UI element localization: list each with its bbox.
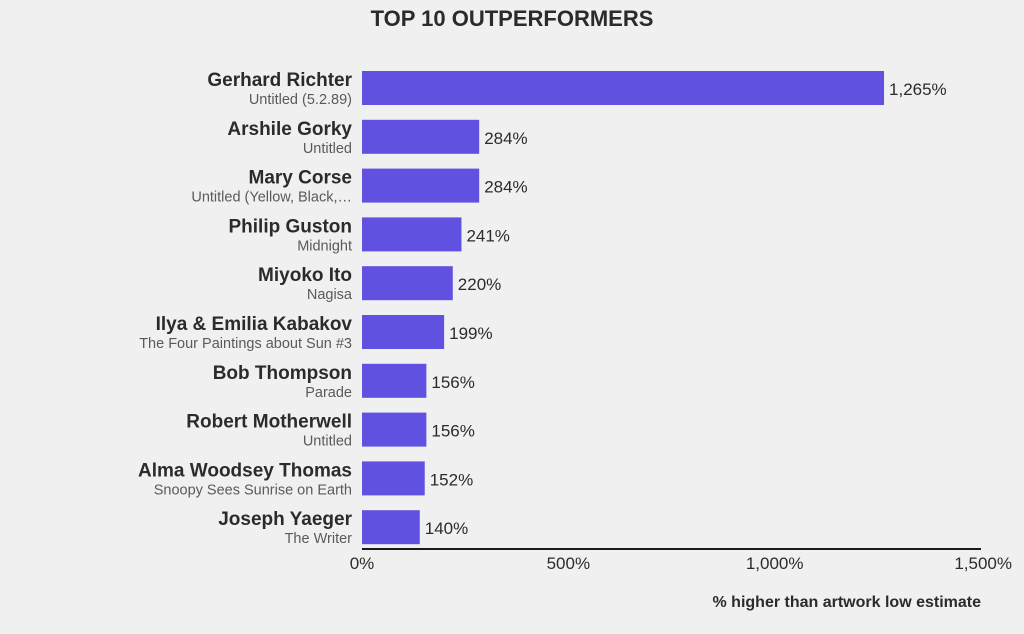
bar-artist-label: Joseph Yaeger [218,509,352,530]
bar-artist-label: Alma Woodsey Thomas [138,460,352,481]
bar [362,168,480,203]
bar-artist-label: Miyoko Ito [258,265,352,286]
bar-value-label: 284% [484,178,527,197]
x-tick-label: 1,000% [746,554,804,573]
bar [362,363,427,398]
bar-value-label: 199% [449,324,492,343]
bar [362,217,462,252]
x-axis-ticks: 0% 500% 1,000% 1,500% [350,554,1012,573]
bar-artist-label: Philip Guston [229,216,353,237]
bar-value-label: 220% [458,275,501,294]
bar [362,461,425,496]
bar-artwork-label: The Writer [285,531,353,547]
bar [362,510,420,545]
bar-artwork-label: Parade [305,385,352,401]
bar-artist-label: Ilya & Emilia Kabakov [156,314,353,335]
bar [362,119,480,154]
bar [362,412,427,447]
x-tick-label: 1,500% [954,554,1012,573]
bar-artist-label: Mary Corse [249,168,353,189]
bar-artwork-label: Untitled (5.2.89) [249,92,352,108]
bar-value-label: 241% [466,226,509,245]
x-tick-label: 0% [350,554,375,573]
bar-artwork-label: Midnight [297,238,352,254]
bar [362,266,453,301]
bar-value-label: 140% [425,519,468,538]
bar-artist-label: Robert Motherwell [186,412,352,433]
bar-value-label: 152% [430,470,473,489]
bar-artwork-label: Untitled [303,434,352,450]
bar-artwork-label: The Four Paintings about Sun #3 [139,336,352,352]
bar-artwork-label: Snoopy Sees Sunrise on Earth [154,482,352,498]
bar-value-label: 156% [431,373,474,392]
chart-title: TOP 10 OUTPERFORMERS [371,6,654,31]
bar [362,71,885,105]
bar-artwork-label: Untitled [303,141,352,157]
bar-artist-label: Gerhard Richter [207,70,352,91]
bar-artwork-label: Nagisa [307,287,353,303]
bar-value-label: 1,265% [889,80,947,99]
x-tick-label: 500% [547,554,590,573]
bar-value-label: 284% [484,129,527,148]
bar-value-label: 156% [431,422,474,441]
bar-artist-label: Bob Thompson [213,363,352,384]
bar-artwork-label: Untitled (Yellow, Black,… [191,190,352,206]
bar-artist-label: Arshile Gorky [227,119,352,140]
x-axis-label: % higher than artwork low estimate [713,594,982,611]
bar [362,315,445,349]
